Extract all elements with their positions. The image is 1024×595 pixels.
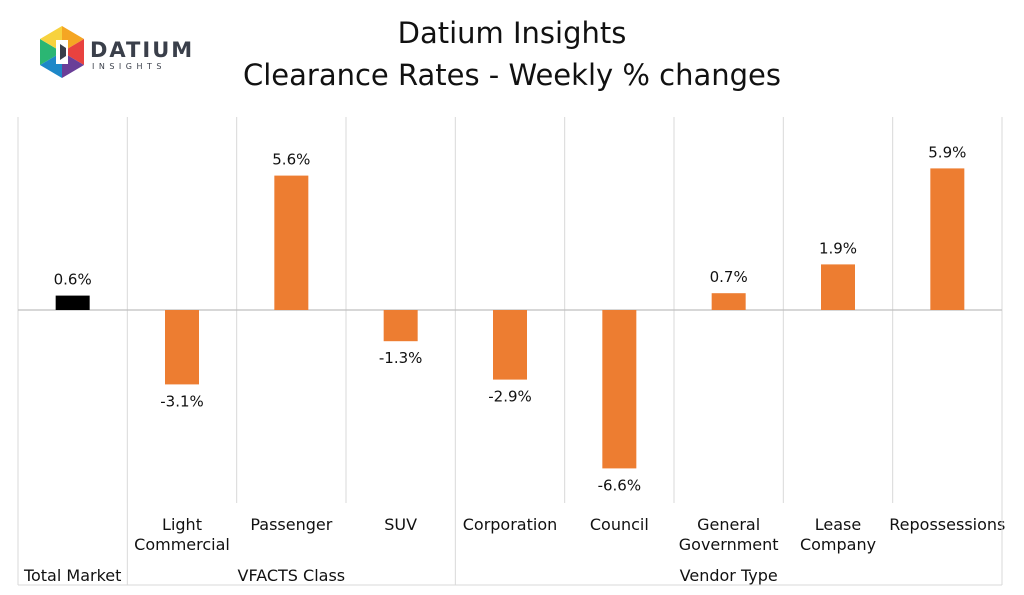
category-label-5: Council — [590, 515, 649, 534]
group-label-0: Total Market — [23, 566, 121, 585]
data-label-7: 1.9% — [819, 239, 857, 257]
category-label-7: Lease — [815, 515, 861, 534]
category-label-2: Passenger — [250, 515, 332, 534]
category-label-6-1: Government — [679, 535, 779, 554]
datium-logo: DATIUM INSIGHTS — [36, 24, 192, 84]
datium-logo-icon — [40, 26, 84, 78]
bar-1 — [165, 310, 199, 385]
bar-8 — [930, 168, 965, 310]
bar-2 — [274, 175, 309, 310]
category-label-6: General — [697, 515, 760, 534]
data-label-6: 0.7% — [710, 268, 748, 286]
bar-7 — [821, 264, 855, 310]
category-label-1: Light — [162, 515, 202, 534]
category-label-4: Corporation — [463, 515, 558, 534]
bar-0 — [55, 295, 90, 310]
category-label-3: SUV — [384, 515, 417, 534]
logo-wordmark: DATIUM — [90, 38, 195, 62]
category-label-8: Repossessions — [889, 515, 1005, 534]
bar-3 — [383, 310, 418, 342]
data-label-8: 5.9% — [928, 143, 966, 161]
group-label-2: Vendor Type — [680, 566, 778, 585]
logo-subtext: INSIGHTS — [92, 62, 166, 71]
category-label-1-1: Commercial — [134, 535, 230, 554]
category-label-7-1: Company — [800, 535, 876, 554]
data-label-1: -3.1% — [160, 392, 204, 410]
bar-4 — [493, 310, 527, 380]
chart-title-line2: Clearance Rates - Weekly % changes — [242, 58, 781, 92]
data-label-5: -6.6% — [598, 476, 642, 494]
bar-5 — [602, 310, 637, 469]
chart-title-line1: Datium Insights — [397, 16, 627, 50]
group-label-1: VFACTS Class — [238, 566, 346, 585]
data-label-4: -2.9% — [488, 388, 532, 406]
data-label-3: -1.3% — [379, 349, 423, 367]
data-label-2: 5.6% — [272, 151, 310, 169]
data-label-0: 0.6% — [54, 271, 92, 289]
bar-6 — [711, 293, 746, 310]
